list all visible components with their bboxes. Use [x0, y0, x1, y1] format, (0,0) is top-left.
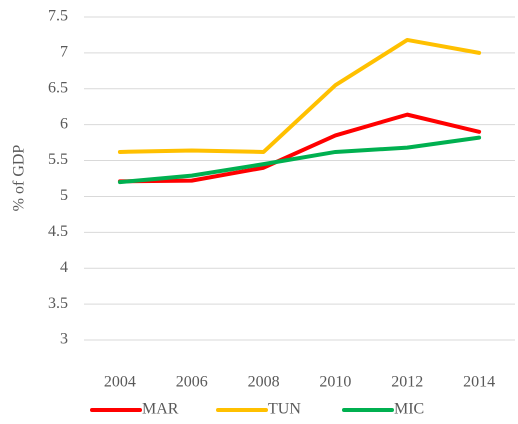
x-tick-label: 2006	[176, 374, 208, 391]
y-axis-label: % of GDP	[11, 145, 28, 212]
y-tick-label: 4	[60, 259, 68, 276]
legend-label: MIC	[394, 401, 424, 418]
series-line	[117, 112, 482, 184]
x-tick-label: 2014	[463, 374, 495, 391]
legend-label: MAR	[142, 401, 179, 418]
y-tick-label: 5	[60, 187, 68, 204]
y-tick-label: 3.5	[48, 295, 68, 312]
y-tick-label: 5.5	[48, 151, 68, 168]
y-tick-label: 7	[60, 44, 68, 61]
x-tick-label: 2010	[319, 374, 351, 391]
series-line	[117, 135, 482, 185]
x-tick-label: 2012	[391, 374, 423, 391]
x-tick-label: 2008	[248, 374, 280, 391]
x-tick-label: 2004	[104, 374, 136, 391]
y-tick-label: 7.5	[48, 8, 68, 25]
y-tick-label: 4.5	[48, 223, 68, 240]
y-tick-label: 3	[60, 331, 68, 348]
legend-label: TUN	[268, 401, 301, 418]
y-tick-label: 6	[60, 115, 68, 132]
y-tick-label: 6.5	[48, 79, 68, 96]
series-line	[117, 37, 482, 154]
